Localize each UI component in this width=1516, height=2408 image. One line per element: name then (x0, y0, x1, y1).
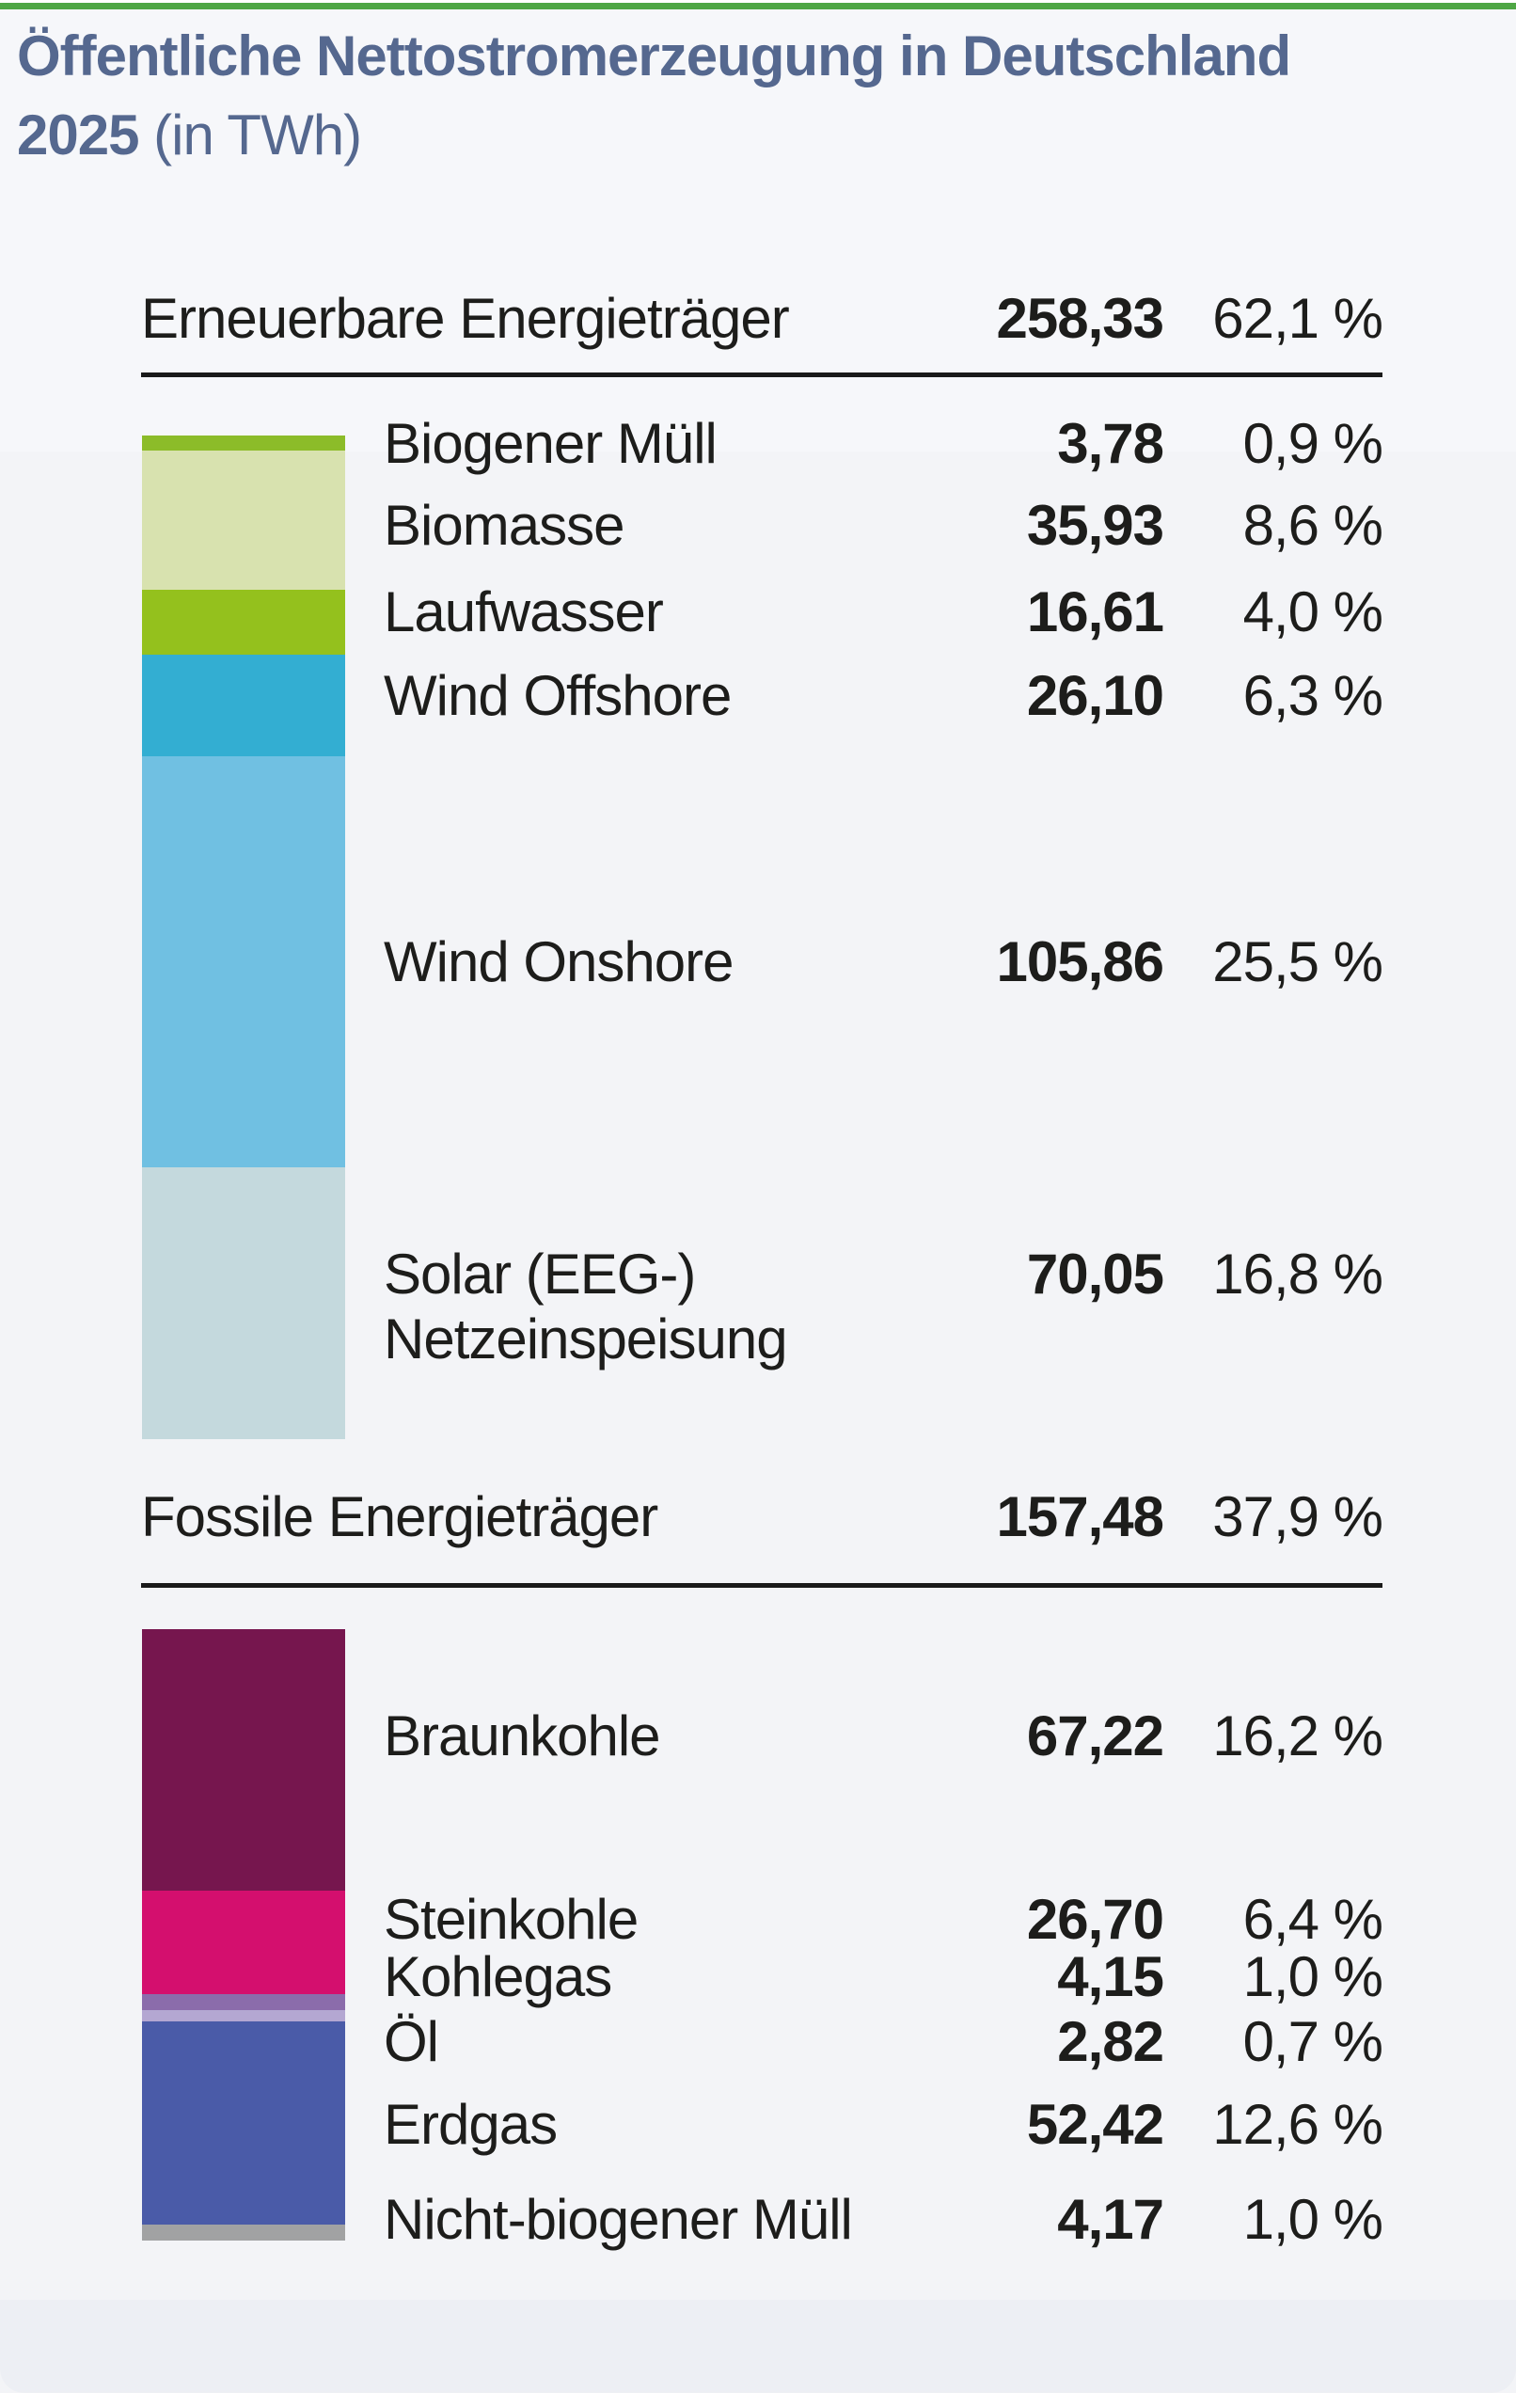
row-wind-offshore: Wind Offshore 26,10 6,3 % (141, 663, 1383, 727)
category-label: Nicht-biogener Müll (384, 2187, 853, 2251)
row-wind-onshore: Wind Onshore 105,86 25,5 % (141, 929, 1383, 993)
value-cell: 3,78 (1057, 411, 1164, 475)
category-label: Öl (384, 2009, 439, 2073)
bar-segment-braunkohle (142, 1629, 345, 1891)
row-erdgas: Erdgas 52,42 12,6 % (141, 2092, 1383, 2156)
page-title: Öffentliche Nettostromerzeugung in Deuts… (17, 17, 1291, 175)
percent-cell: 16,2 % (1212, 1703, 1383, 1767)
bar-segment-wind-onshore (142, 756, 345, 1167)
row-solar: Solar (EEG-) Netzeinspeisung 70,05 16,8 % (141, 1242, 1383, 1373)
category-label: Biogener Müll (384, 411, 718, 475)
percent-cell: 25,5 % (1212, 929, 1383, 993)
group-total-value: 258,33 (996, 286, 1164, 350)
group-percent: 62,1 % (1212, 286, 1383, 350)
value-cell: 35,93 (1026, 493, 1164, 557)
category-label: Wind Offshore (384, 663, 732, 727)
value-cell: 16,61 (1026, 579, 1164, 643)
bar-segment-steinkohle (142, 1891, 345, 1994)
group-header-renewables: Erneuerbare Energieträger 258,33 62,1 % (141, 286, 1383, 350)
category-label: Laufwasser (384, 579, 664, 643)
category-label: Biomasse (384, 493, 624, 557)
group-percent: 37,9 % (1212, 1484, 1383, 1548)
bar-segment-biogener-m-ll (142, 436, 345, 451)
group-label: Fossile Energieträger (141, 1484, 658, 1548)
row-biomasse: Biomasse 35,93 8,6 % (141, 493, 1383, 557)
bar-segment-wind-offshore (142, 655, 345, 756)
bar-segment-laufwasser (142, 590, 345, 655)
bar-segment--l (142, 2010, 345, 2021)
bar-segment-erdgas (142, 2021, 345, 2225)
row-oel: Öl 2,82 0,7 % (141, 2009, 1383, 2073)
divider-rule-fossil (141, 1583, 1382, 1588)
value-cell: 2,82 (1057, 2009, 1164, 2073)
value-cell: 4,15 (1057, 1944, 1164, 2008)
category-label: Braunkohle (384, 1703, 661, 1767)
header-band (0, 9, 1516, 452)
row-braunkohle: Braunkohle 67,22 16,2 % (141, 1703, 1383, 1767)
percent-cell: 1,0 % (1242, 2187, 1383, 2251)
category-label: Erdgas (384, 2092, 558, 2156)
group-label: Erneuerbare Energieträger (141, 286, 790, 350)
category-label: Kohlegas (384, 1944, 612, 2008)
renewables-bar (142, 436, 345, 1439)
group-total-value: 157,48 (996, 1484, 1164, 1548)
value-cell: 26,10 (1026, 663, 1164, 727)
percent-cell: 16,8 % (1212, 1243, 1383, 1306)
value-cell: 67,22 (1026, 1703, 1164, 1767)
percent-cell: 4,0 % (1242, 579, 1383, 643)
category-label: Solar (EEG-) Netzeinspeisung (384, 1243, 788, 1370)
value-cell: 26,70 (1026, 1887, 1164, 1951)
percent-cell: 6,3 % (1242, 663, 1383, 727)
bar-segment-nicht-biogener-m-ll (142, 2225, 345, 2241)
category-label: Steinkohle (384, 1887, 639, 1951)
value-cell: 52,42 (1026, 2092, 1164, 2156)
value-cell: 105,86 (996, 929, 1164, 993)
group-header-fossil: Fossile Energieträger 157,48 37,9 % (141, 1484, 1383, 1548)
top-accent-line (0, 3, 1516, 9)
percent-cell: 12,6 % (1212, 2092, 1383, 2156)
divider-rule-renewables (141, 372, 1382, 377)
footer-band (0, 2300, 1516, 2393)
percent-cell: 0,9 % (1242, 411, 1383, 475)
title-line-1: Öffentliche Nettostromerzeugung in Deuts… (17, 24, 1291, 87)
row-nicht-biogener-muell: Nicht-biogener Müll 4,17 1,0 % (141, 2187, 1383, 2251)
bar-segment-kohlegas (142, 1994, 345, 2010)
fossil-bar (142, 1629, 345, 2241)
value-cell: 4,17 (1057, 2187, 1164, 2251)
row-kohlegas: Kohlegas 4,15 1,0 % (141, 1944, 1383, 2008)
percent-cell: 1,0 % (1242, 1944, 1383, 2008)
category-label: Wind Onshore (384, 929, 734, 993)
title-unit: (in TWh) (138, 103, 362, 166)
percent-cell: 8,6 % (1242, 493, 1383, 557)
percent-cell: 6,4 % (1242, 1887, 1383, 1951)
row-biogener-muell: Biogener Müll 3,78 0,9 % (141, 411, 1383, 475)
row-laufwasser: Laufwasser 16,61 4,0 % (141, 579, 1383, 643)
title-line-2: 2025 (in TWh) (17, 103, 362, 166)
bar-segment-solar-eeg- (142, 1167, 345, 1439)
row-steinkohle: Steinkohle 26,70 6,4 % (141, 1887, 1383, 1951)
value-cell: 70,05 (1026, 1243, 1164, 1306)
bar-segment-biomasse (142, 451, 345, 590)
percent-cell: 0,7 % (1242, 2009, 1383, 2073)
